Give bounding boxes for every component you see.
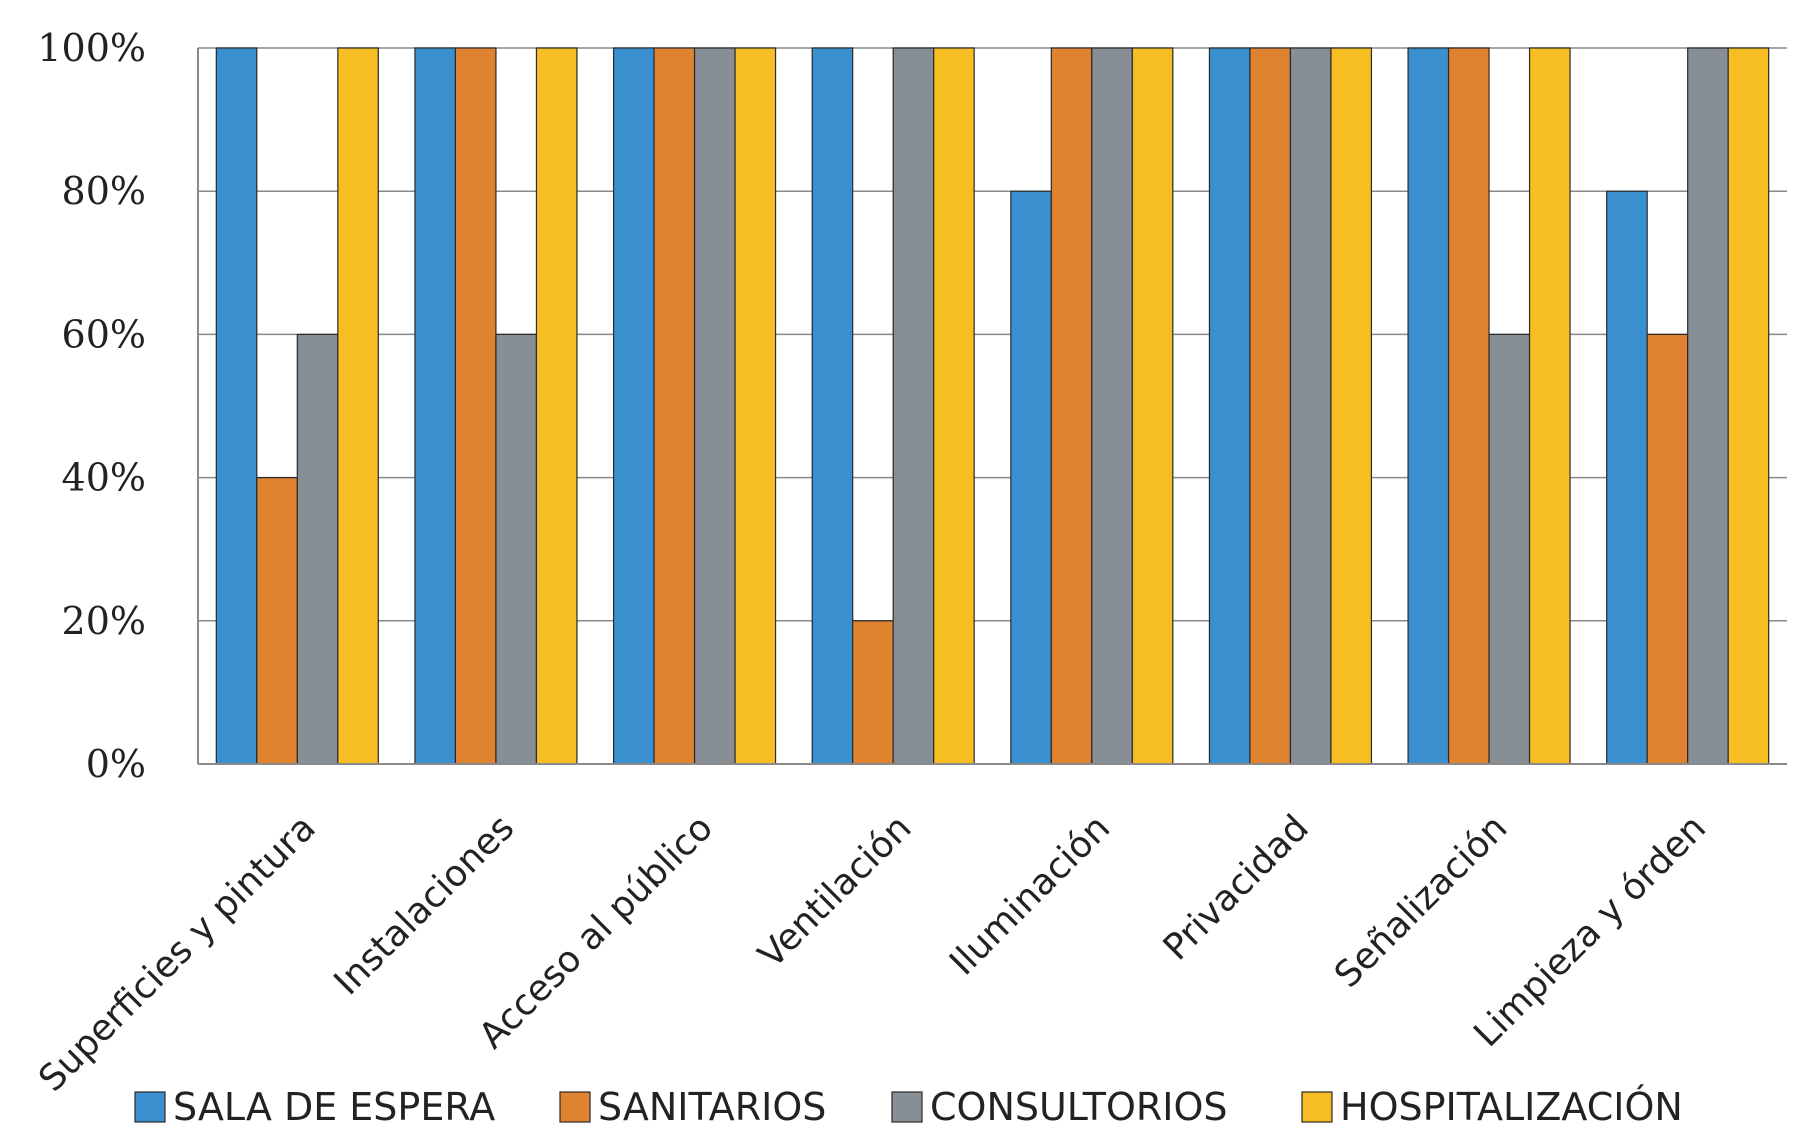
bar-sanitarios [1050,47,1093,765]
bars [215,47,1770,765]
legend-swatch [891,1091,923,1123]
bar-hospitalizacion [535,47,578,765]
bar-hospitalizacion [1330,47,1373,765]
x-tick-label: Iluminación [942,807,1118,983]
y-tick-label: 60% [62,312,146,356]
bar-sala-de-espera [1407,47,1450,765]
bar-hospitalizacion [337,47,379,765]
legend: SALA DE ESPERA SANITARIOS CONSULTORIOS HOSP… [134,1085,1683,1129]
y-tick-label: 40% [62,456,146,500]
bar-consultorios [892,47,935,765]
x-tick-label: Privacidad [1156,807,1317,968]
bar-hospitalizacion [734,47,777,765]
y-tick-label: 80% [62,169,146,213]
legend-swatch [559,1091,591,1123]
y-axis-tick-labels: 0% 20% 40% 60% 80% 100% [37,26,146,786]
bar-consultorios [1091,47,1133,765]
bar-consultorios [1687,47,1729,765]
bar-sanitarios [1646,333,1689,765]
bar-sala-de-espera [414,47,457,765]
bar-sala-de-espera [1010,190,1052,765]
bar-sanitarios [1249,47,1292,765]
bar-sala-de-espera [215,47,258,765]
bar-sanitarios [256,477,298,765]
y-tick-label: 20% [62,599,146,643]
y-tick-label: 0% [86,742,146,786]
bar-sala-de-espera [811,47,854,765]
legend-swatch [1301,1091,1333,1123]
bar-sanitarios [852,620,894,765]
bar-sala-de-espera [612,47,655,765]
bar-sanitarios [1447,47,1490,765]
bar-sanitarios [454,47,497,765]
legend-label: SALA DE ESPERA [173,1085,495,1129]
bar-consultorios [296,333,339,765]
bar-hospitalizacion [1528,47,1571,765]
legend-swatch [134,1091,166,1123]
bar-consultorios [693,47,736,765]
bar-sala-de-espera [1606,190,1648,765]
legend-label: CONSULTORIOS [930,1085,1228,1129]
bar-consultorios [1488,333,1531,765]
x-tick-label: Señalización [1327,807,1515,995]
legend-label: SANITARIOS [598,1085,826,1129]
bar-hospitalizacion [933,47,975,765]
bar-hospitalizacion [1131,47,1174,765]
x-tick-label: Ventilación [751,807,920,976]
bar-consultorios [495,333,538,765]
y-tick-label: 100% [37,26,146,70]
bar-consultorios [1289,47,1332,765]
bar-sanitarios [653,47,696,765]
x-tick-label: Instalaciones [326,807,522,1003]
x-axis-category-labels: Superficies y pintura InstalacionesAcceso… [31,807,1714,1099]
bar-sala-de-espera [1208,47,1251,765]
legend-label: HOSPITALIZACIÓN [1340,1085,1683,1129]
axes [197,48,1787,765]
x-tick-label: Superficies y pintura [31,807,323,1099]
bar-hospitalizacion [1727,47,1770,765]
